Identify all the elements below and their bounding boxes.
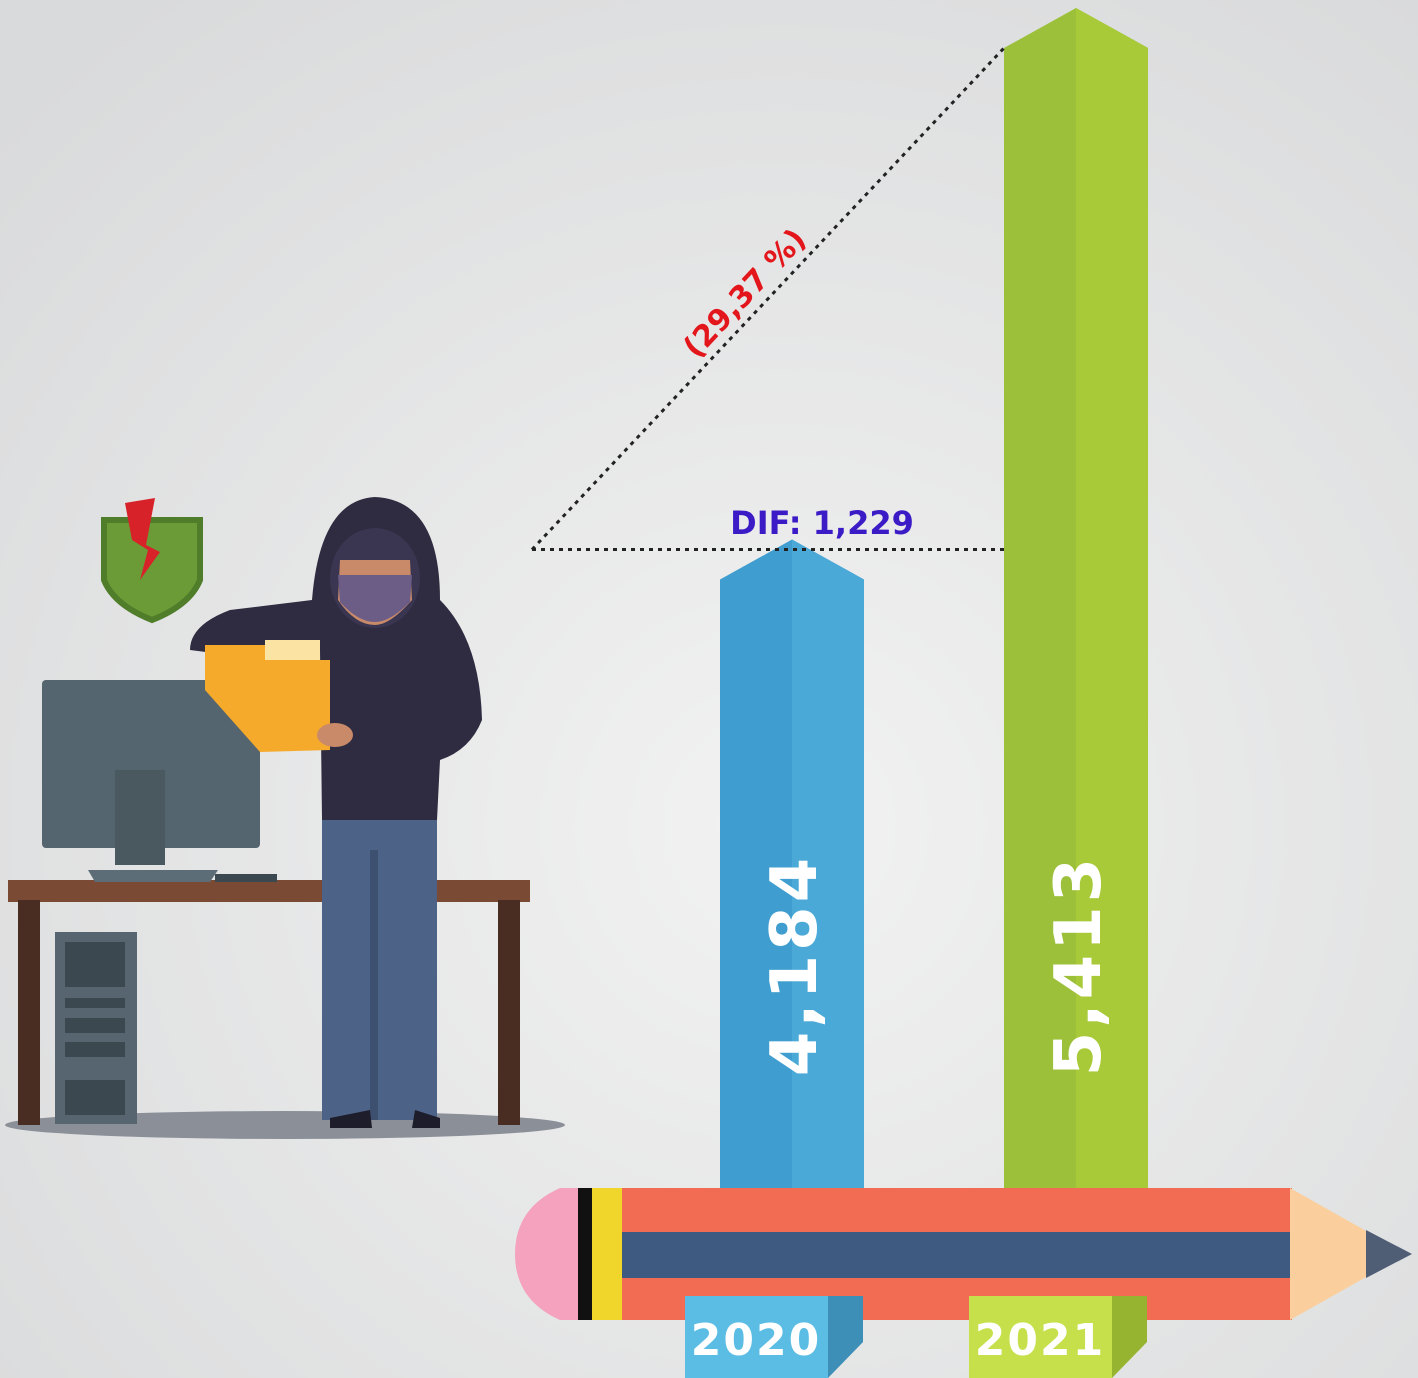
chart: 20204,18420215,413DIF: 1,229(29,37 %) bbox=[0, 0, 1418, 1378]
value-label: 5,413 bbox=[1042, 854, 1116, 1076]
pencil bbox=[515, 1188, 1412, 1320]
annotation: DIF: 1,229 bbox=[730, 504, 914, 542]
x-tick-label: 2020 bbox=[691, 1315, 821, 1366]
value-label: 4,184 bbox=[758, 854, 832, 1076]
x-tick-label: 2021 bbox=[975, 1315, 1105, 1366]
